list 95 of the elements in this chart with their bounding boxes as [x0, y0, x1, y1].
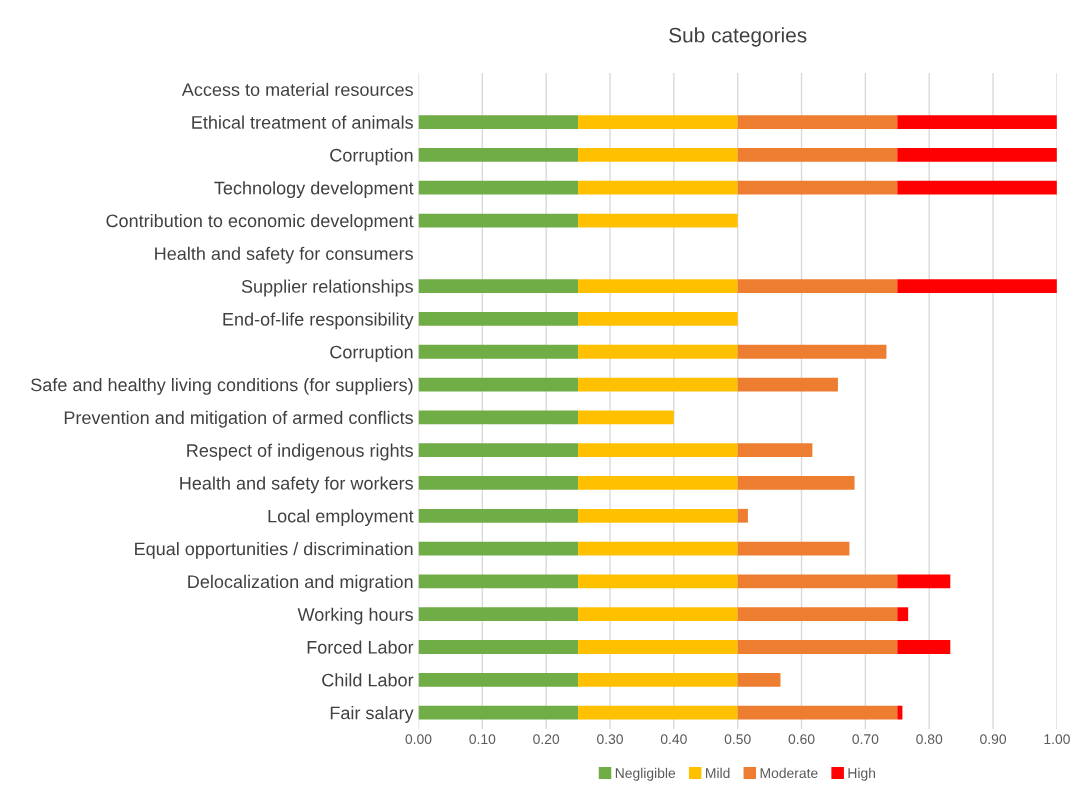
bar [418, 508, 579, 523]
bar [578, 672, 738, 687]
bar [578, 640, 738, 654]
bar [578, 115, 738, 129]
y-tick-label: Health and safety for workers [180, 476, 413, 494]
bar [578, 312, 738, 326]
bar [578, 574, 738, 589]
y-tick-label: Child Labor [322, 673, 414, 687]
bar [897, 115, 1057, 129]
x-tick-label: 0.70 [852, 734, 879, 745]
y-tick-label: Access to material resources [181, 82, 413, 97]
bar [897, 180, 1057, 195]
bar [418, 574, 579, 589]
legend-label: High [848, 767, 876, 781]
x-tick-label: 0.20 [533, 734, 560, 745]
y-tick-label: Health and safety for consumers [155, 246, 413, 264]
bar [418, 607, 579, 622]
bar [578, 705, 738, 720]
bar [737, 180, 898, 195]
bar [737, 672, 781, 687]
bar [418, 180, 579, 195]
bar [418, 148, 579, 162]
y-tick-label: Ethical treatment of animals [192, 115, 413, 129]
x-tick-label: 0.60 [788, 734, 815, 745]
bar [897, 607, 909, 622]
legend-label: Moderate [760, 767, 818, 779]
bar [737, 148, 898, 162]
bar [418, 705, 579, 720]
legend-label: Mild [706, 767, 730, 779]
y-tick-label: Respect of indigenous rights [187, 443, 413, 461]
y-tick-label: Equal opportunities / discrimination [135, 542, 413, 559]
legend-label: Negligible [615, 767, 676, 781]
y-tick-label: Contribution to economic development [106, 213, 414, 231]
bar [737, 705, 898, 720]
bar [737, 607, 898, 622]
bar [578, 213, 738, 228]
y-tick-label: Technology development [214, 181, 414, 199]
bar [578, 279, 738, 294]
bar [737, 541, 850, 556]
bar [897, 148, 1057, 162]
y-tick-label: Corruption [330, 345, 413, 363]
bar [737, 574, 898, 589]
bar [578, 344, 738, 359]
x-tick-label: 0.10 [469, 734, 496, 745]
bar [418, 115, 579, 129]
bar [897, 574, 951, 589]
bar [578, 443, 738, 458]
bar [418, 213, 579, 228]
x-tick-label: 1.00 [1044, 734, 1070, 745]
bar [737, 377, 838, 392]
bar [737, 443, 813, 458]
x-tick-label: 0.30 [597, 734, 623, 745]
bar [578, 377, 738, 392]
bar [418, 640, 579, 654]
bar [418, 672, 579, 687]
bar [578, 148, 738, 162]
y-tick-label: Working hours [297, 607, 413, 625]
y-tick-label: Corruption [330, 148, 413, 166]
bar [418, 377, 579, 392]
bar [418, 476, 579, 490]
bar [737, 279, 898, 294]
bar [737, 640, 898, 654]
bar [418, 312, 579, 326]
y-tick-label: Forced Labor [307, 640, 414, 654]
bar [578, 541, 738, 556]
bar [737, 508, 748, 523]
y-tick-label: Delocalization and migration [188, 574, 413, 592]
x-tick-label: 0.50 [724, 734, 751, 745]
bar [897, 705, 903, 720]
bar [897, 640, 951, 654]
x-tick-label: 0.80 [916, 734, 943, 745]
bar [897, 279, 1057, 294]
y-tick-label: Local employment [268, 509, 414, 527]
bar [418, 443, 579, 458]
chart-title: Sub categories [669, 27, 807, 47]
bar [737, 115, 898, 129]
bar [578, 508, 738, 523]
bar [578, 607, 738, 622]
bar [737, 476, 855, 490]
x-tick-label: 0.00 [405, 734, 432, 745]
x-tick-label: 0.40 [660, 734, 687, 745]
bar [578, 476, 738, 490]
bar [418, 541, 579, 556]
bar [737, 344, 887, 359]
y-tick-label: Prevention and mitigation of armed conflicts [64, 410, 413, 428]
y-tick-label: Safe and healthy living conditions (for suppliers) [31, 378, 413, 395]
x-tick-label: 0.90 [980, 734, 1007, 745]
y-tick-label: Supplier relationships [241, 279, 413, 297]
bar [418, 344, 579, 359]
bar [578, 410, 674, 425]
bar [418, 279, 579, 294]
y-tick-label: End-of-life responsibility [223, 312, 414, 330]
bar [418, 410, 579, 425]
bar [578, 180, 738, 195]
y-tick-label: Fair salary [330, 706, 414, 723]
